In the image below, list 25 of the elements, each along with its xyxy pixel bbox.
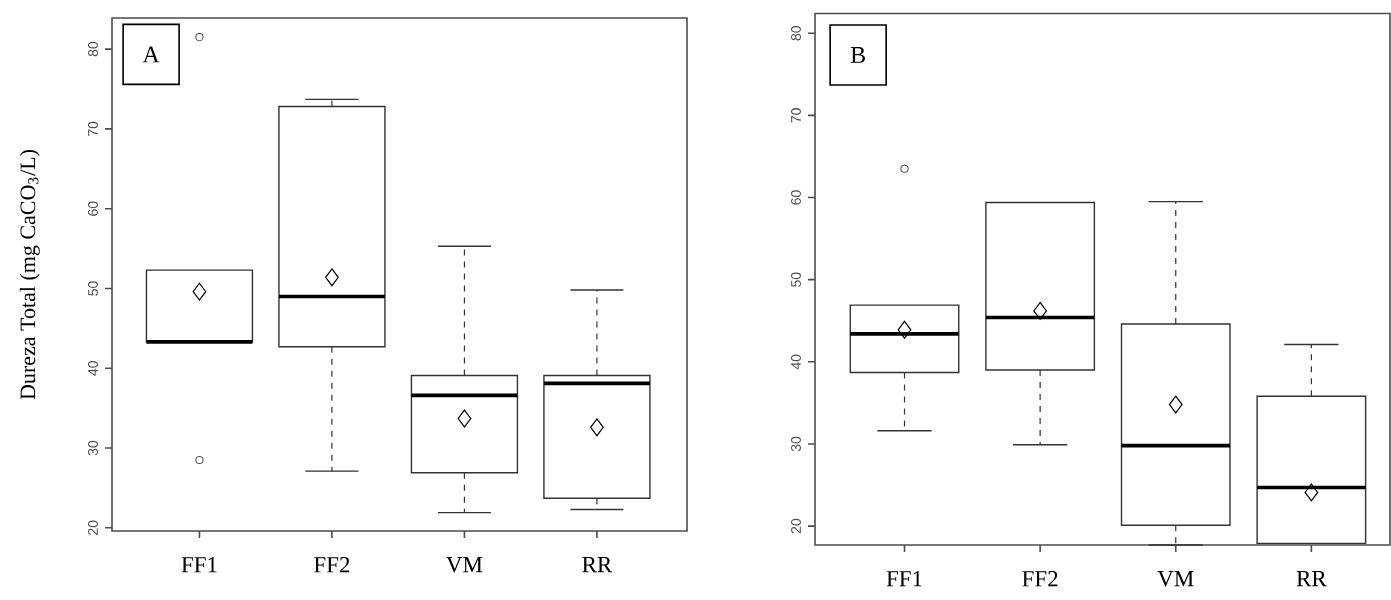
x-tick-label: FF2	[314, 557, 350, 573]
x-tick-label: FF2	[1022, 571, 1058, 587]
y-axis-title: Dureza Total (mg CaCO$_{3}$/L)	[19, 150, 40, 400]
y-tick-label: 50	[791, 272, 801, 287]
y-tick-label: 80	[88, 41, 98, 57]
y-tick-label: 40	[791, 354, 801, 370]
annotation: B	[850, 47, 865, 63]
x-tick-label: VM	[446, 557, 483, 573]
y-tick-label: 60	[88, 201, 98, 216]
x-tick-label: FF1	[886, 571, 922, 587]
y-tick-label: 50	[88, 281, 98, 296]
x-tick-label: FF1	[181, 557, 217, 573]
y-tick-label: 70	[88, 121, 98, 136]
x-tick-label: VM	[1157, 571, 1194, 587]
y-tick-label: 20	[791, 518, 801, 534]
y-tick-label: 30	[791, 436, 801, 452]
y-tick-label: 80	[791, 25, 801, 41]
y-tick-label: 30	[88, 440, 98, 456]
annotation: A	[142, 46, 160, 63]
x-tick-label: RR	[1296, 571, 1327, 587]
y-tick-label: 60	[791, 190, 801, 205]
y-tick-label: 40	[88, 361, 98, 376]
y-tick-label: 70	[791, 108, 801, 123]
y-tick-label: 20	[88, 520, 98, 535]
x-tick-label: RR	[582, 557, 613, 573]
